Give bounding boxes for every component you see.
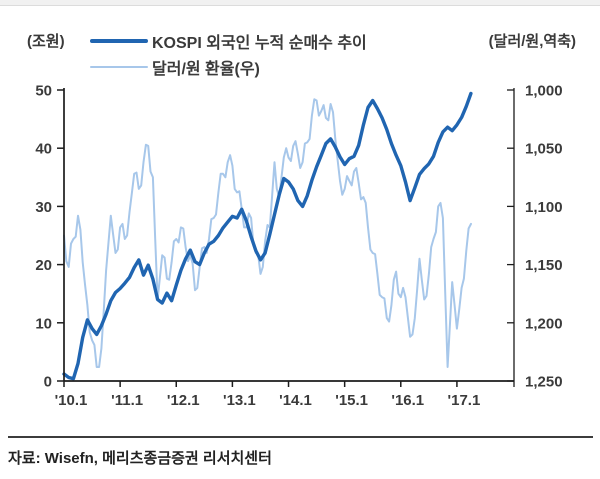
- right-axis-unit-label: (달러/원,역축): [488, 33, 576, 50]
- x-axis-tick-label: '12.1: [167, 392, 200, 409]
- x-axis-tick-label: '17.1: [448, 392, 481, 409]
- left-axis-tick-label: 40: [35, 141, 52, 158]
- fx-line: [63, 98, 472, 368]
- right-axis-tick-label: 1,250: [525, 374, 563, 391]
- right-axis-tick-label: 1,150: [525, 257, 563, 274]
- kospi-line: [62, 91, 473, 381]
- right-axis-tick-label: 1,100: [525, 199, 563, 216]
- top-strip: [0, 0, 600, 6]
- axes-group: 0 10 20 30 40 50 1,000 1,050 1,100 1,150 1,200 1,25…: [35, 83, 562, 410]
- legend-label-kospi: KOSPI 외국인 누적 순매수 추이: [152, 35, 367, 52]
- x-axis-tick-label: '11.1: [111, 392, 143, 409]
- left-axis-tick-label: 0: [44, 374, 52, 391]
- x-axis-tick-label: '13.1: [223, 392, 256, 409]
- legend-label-fx: 달러/원 환율(우): [152, 61, 260, 78]
- x-axis-tick-label: '15.1: [335, 392, 368, 409]
- source-text: 자료: Wisefn, 메리츠종금증권 리서치센터: [8, 450, 272, 467]
- right-axis-tick-label: 1,000: [525, 83, 563, 100]
- legend-item-kospi: KOSPI 외국인 누적 순매수 추이: [90, 28, 367, 54]
- left-axis-tick-label: 30: [35, 199, 52, 216]
- left-axis-unit-label: (조원): [27, 33, 65, 50]
- footer-divider: [8, 436, 593, 438]
- legend: KOSPI 외국인 누적 순매수 추이 달러/원 환율(우): [90, 28, 367, 80]
- left-axis-tick-label: 50: [35, 83, 52, 100]
- legend-item-fx: 달러/원 환율(우): [90, 54, 367, 80]
- x-axis-tick-label: '10.1: [55, 392, 88, 409]
- left-axis-tick-label: 20: [35, 257, 52, 274]
- chart-canvas: 0 10 20 30 40 50 1,000 1,050 1,100 1,150 1,200 1,25…: [35, 83, 562, 410]
- right-axis-tick-label: 1,050: [525, 141, 563, 158]
- series-group: [62, 91, 473, 381]
- right-axis-tick-label: 1,200: [525, 315, 563, 332]
- left-axis-tick-label: 10: [35, 315, 52, 332]
- fx-line-swatch: [90, 65, 148, 69]
- x-axis-tick-label: '16.1: [391, 392, 424, 409]
- kospi-line-swatch: [90, 39, 148, 43]
- x-axis-tick-label: '14.1: [279, 392, 312, 409]
